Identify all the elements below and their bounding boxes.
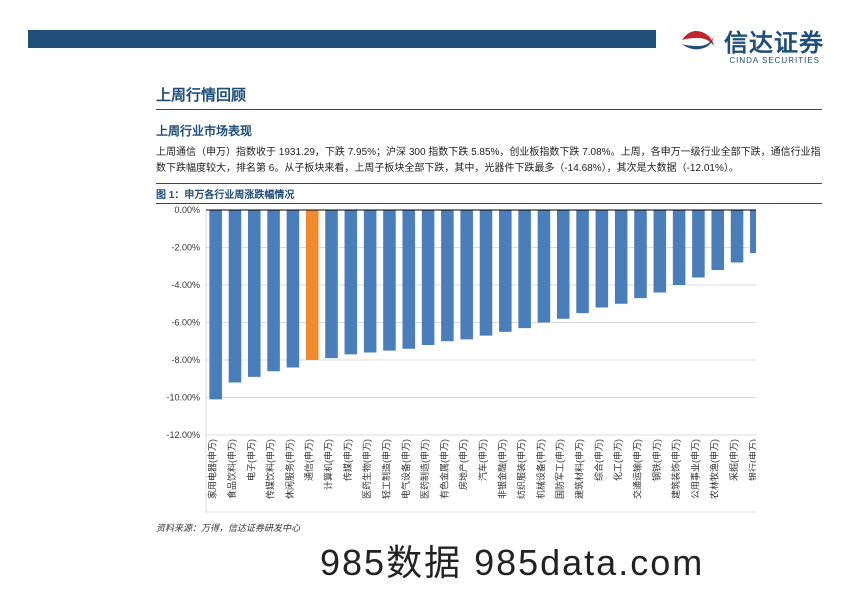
x-label: 交通运输(申万) [631, 439, 642, 499]
bar [576, 210, 589, 313]
x-label: 电气设备(申万) [400, 439, 411, 499]
brand-text: 信达证券 [724, 23, 824, 58]
svg-text:-2.00%: -2.00% [171, 243, 200, 253]
x-label: 食品饮料(申万) [226, 439, 237, 499]
body-paragraph: 上周通信（申万）指数收于 1931.29，下跌 7.95%；沪深 300 指数下… [156, 145, 822, 177]
figure-source: 资料来源：万得，信达证券研发中心 [156, 521, 822, 534]
bar [364, 210, 377, 353]
x-label: 医药生物(申万) [361, 439, 372, 499]
x-label: 休闲服务(申万) [284, 439, 295, 499]
x-label: 综合(申万) [593, 439, 604, 481]
x-label: 银行(申万) [747, 439, 756, 481]
x-label: 传媒(申万) [342, 439, 353, 481]
chart-container: 0.00% -2.00% -4.00% -6.00% -8.00% -10.00% -12.… [156, 203, 822, 519]
bar [480, 210, 493, 336]
x-label: 采掘(申万) [728, 439, 739, 481]
bar [267, 210, 280, 371]
x-label: 医药制造(申万) [419, 439, 430, 499]
x-label: 计算机(申万) [323, 439, 334, 490]
bar [325, 210, 338, 358]
bar [441, 210, 454, 341]
x-label: 非银金融(申万) [496, 439, 507, 499]
svg-text:-6.00%: -6.00% [171, 318, 200, 328]
subsection-heading: 上周行业市场表现 [156, 122, 822, 139]
bar [345, 210, 358, 354]
x-label: 家用电器(申万) [207, 439, 218, 499]
section-heading: 上周行情回顾 [156, 84, 822, 110]
x-label: 传媒饮料(申万) [265, 439, 276, 499]
bar [518, 210, 531, 328]
figure-title: 图 1：申万各行业周涨跌幅情况 [156, 183, 822, 201]
content-area: 上周行情回顾 上周行业市场表现 上周通信（申万）指数收于 1931.29，下跌 … [156, 84, 822, 534]
bar [209, 210, 222, 399]
bar [711, 210, 724, 270]
bar [557, 210, 570, 319]
bar [634, 210, 647, 298]
bar [229, 210, 242, 383]
svg-text:-4.00%: -4.00% [171, 280, 200, 290]
svg-text:-8.00%: -8.00% [171, 355, 200, 365]
x-label: 有色金属(申万) [438, 439, 449, 499]
x-label: 农林牧渔(申万) [709, 439, 720, 499]
bar [615, 210, 628, 304]
bar [750, 210, 756, 253]
top-bar [28, 30, 656, 48]
bar [460, 210, 473, 339]
x-label: 房地产(申万) [458, 439, 469, 490]
bar [306, 210, 319, 360]
x-label: 轻工制造(申万) [380, 439, 391, 499]
bar [499, 210, 512, 332]
bar [596, 210, 609, 308]
x-label: 汽车(申万) [477, 439, 488, 481]
x-label: 国防军工(申万) [554, 439, 565, 499]
svg-text:-12.00%: -12.00% [166, 430, 200, 440]
brand-logo: 信达证券 [678, 22, 824, 58]
bar [248, 210, 261, 377]
x-label: 钢铁(申万) [651, 439, 662, 481]
brand-subtext: CINDA SECURITIES [729, 56, 820, 65]
logo-swirl-icon [678, 22, 718, 58]
svg-text:-10.00%: -10.00% [166, 393, 200, 403]
bar [692, 210, 705, 278]
bar [402, 210, 415, 349]
x-label: 化工(申万) [612, 439, 623, 481]
bar [383, 210, 396, 351]
x-label: 机械设备(申万) [535, 439, 546, 499]
bar [287, 210, 300, 368]
x-label: 公用事业(申万) [689, 439, 700, 499]
bar-chart: 0.00% -2.00% -4.00% -6.00% -8.00% -10.00% -12.… [156, 204, 756, 514]
x-label: 建筑装饰(申万) [670, 439, 681, 499]
x-label: 电子(申万) [245, 439, 256, 481]
bar [731, 210, 744, 263]
bar [538, 210, 551, 323]
bar [654, 210, 667, 293]
x-label: 通信(申万) [303, 439, 314, 481]
x-label: 纺织服装(申万) [516, 439, 527, 499]
x-label: 建筑材料(申万) [574, 439, 585, 499]
watermark-text: 985数据 985data.com [320, 534, 704, 586]
bar [422, 210, 435, 345]
svg-text:0.00%: 0.00% [174, 205, 200, 215]
bar [673, 210, 686, 285]
